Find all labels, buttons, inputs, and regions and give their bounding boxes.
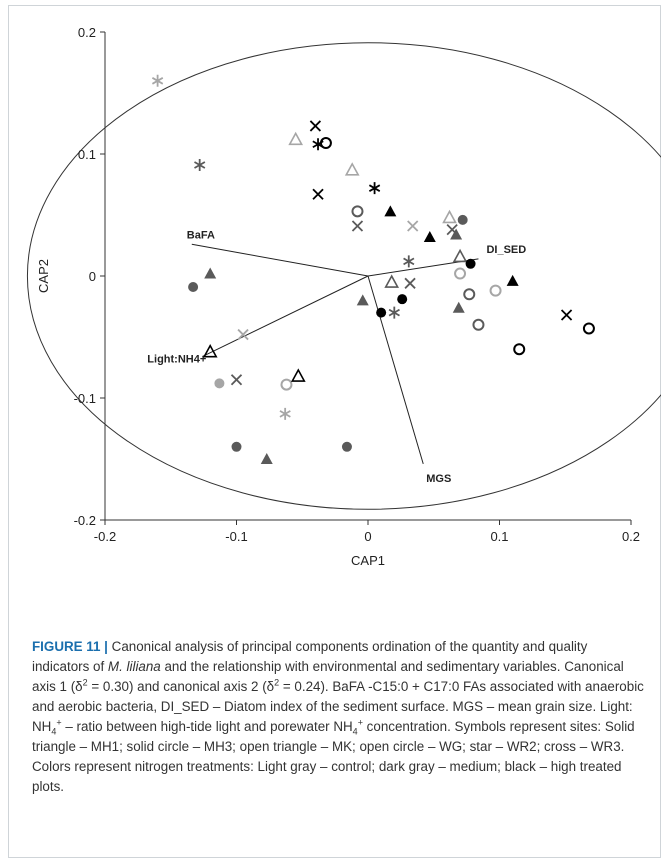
data-point-solid-circle	[341, 441, 352, 452]
data-point-star	[388, 306, 400, 319]
data-point-solid-circle	[457, 214, 468, 225]
y-tick-label: -0.1	[74, 391, 96, 406]
data-point-cross	[404, 277, 416, 289]
x-tick-label: -0.1	[225, 529, 247, 544]
caption-part-3: = 0.30) and canonical axis 2 (δ	[87, 679, 275, 694]
caption-part-6: concentration. Symbols represent sites: …	[32, 719, 635, 794]
x-axis-title: CAP1	[351, 553, 385, 568]
caption-sup-1: 2	[82, 677, 88, 688]
cap-ordination-chart: 0.2 0.1 0 -0.1 -0.2-0.2 -0.1 0 0.1 0.2 CAP1 CAP2 Ba…	[27, 25, 661, 568]
x-tick-label: 0.2	[622, 529, 640, 544]
data-point-cross	[407, 220, 419, 232]
data-point-open-triangle	[384, 274, 400, 288]
vector-label: MGS	[426, 473, 451, 485]
data-point-solid-circle	[214, 378, 225, 389]
caption-part-5: – ratio between high-tide light and pore…	[61, 719, 353, 734]
data-point-solid-triangle	[423, 230, 436, 242]
vector-label: Light:NH4+	[147, 354, 206, 366]
data-point-open-triangle	[442, 209, 457, 224]
vector-label: BaFA	[187, 229, 215, 241]
data-point-open-circle	[351, 205, 364, 218]
data-point-star	[368, 182, 381, 195]
data-point-open-triangle	[288, 131, 304, 146]
data-point-cross	[351, 220, 364, 232]
vector-label: DI_SED	[486, 244, 526, 256]
data-point-cross	[309, 120, 322, 132]
data-point-solid-circle	[188, 281, 199, 292]
caption-sup-3: +	[56, 717, 62, 728]
caption-sub-1: 4	[51, 726, 57, 737]
x-tick-label: -0.2	[94, 529, 116, 544]
data-point-open-triangle	[290, 368, 306, 382]
data-point-open-circle	[280, 378, 293, 391]
data-point-open-circle	[463, 288, 476, 301]
data-point-open-circle	[454, 267, 467, 280]
y-axis-title: CAP2	[36, 259, 51, 293]
data-point-open-circle	[472, 318, 485, 331]
caption-part-1: Canonical analysis of principal componen…	[32, 639, 588, 674]
data-point-star	[403, 255, 415, 268]
y-tick-label: 0.2	[78, 25, 96, 40]
data-point-solid-triangle	[260, 453, 273, 464]
data-point-open-triangle	[202, 343, 218, 358]
figure-caption: FIGURE 11 | Canonical analysis of princi…	[32, 637, 647, 797]
data-point-solid-triangle	[506, 274, 519, 286]
data-point-open-circle	[582, 322, 595, 335]
figure-label: FIGURE 11 |	[32, 639, 108, 654]
data-point-open-circle	[513, 343, 526, 356]
caption-sup-4: +	[357, 717, 363, 728]
data-point-open-triangle	[452, 248, 468, 263]
data-point-solid-triangle	[452, 301, 465, 313]
data-point-solid-triangle	[356, 294, 369, 306]
data-point-star	[151, 74, 164, 87]
vector-line	[202, 275, 369, 357]
caption-sup-2: 2	[274, 677, 280, 688]
data-point-solid-circle	[376, 307, 387, 318]
data-point-cross	[312, 188, 324, 200]
caption-species: M. liliana	[107, 659, 161, 674]
data-point-cross	[560, 309, 573, 321]
data-point-open-triangle	[344, 162, 360, 176]
data-point-solid-triangle	[450, 228, 463, 240]
data-point-solid-triangle	[384, 205, 397, 217]
y-tick-label: 0.1	[78, 147, 96, 162]
caption-sub-2: 4	[352, 726, 358, 737]
y-tick-label: 0	[89, 269, 96, 284]
data-point-solid-circle	[465, 258, 476, 269]
x-tick-label: 0	[364, 529, 371, 544]
data-point-cross	[230, 374, 243, 386]
caption-part-4: = 0.24). BaFA -C15:0 + C17:0 FAs associa…	[32, 679, 644, 734]
data-point-solid-triangle	[204, 267, 217, 279]
correlation-circle	[27, 42, 661, 510]
data-point-solid-circle	[231, 441, 242, 452]
vector-line	[367, 275, 424, 465]
data-point-open-circle	[319, 137, 332, 150]
data-point-solid-circle	[397, 294, 408, 305]
data-point-star	[279, 407, 291, 420]
data-point-star	[194, 158, 206, 171]
figure-frame	[8, 5, 661, 858]
data-point-open-circle	[489, 284, 502, 297]
x-tick-label: 0.1	[490, 529, 508, 544]
y-tick-label: -0.2	[74, 513, 96, 528]
vector-line	[191, 243, 369, 277]
caption-part-2: and the relationship with environmental …	[32, 659, 624, 694]
data-point-cross	[237, 328, 249, 341]
